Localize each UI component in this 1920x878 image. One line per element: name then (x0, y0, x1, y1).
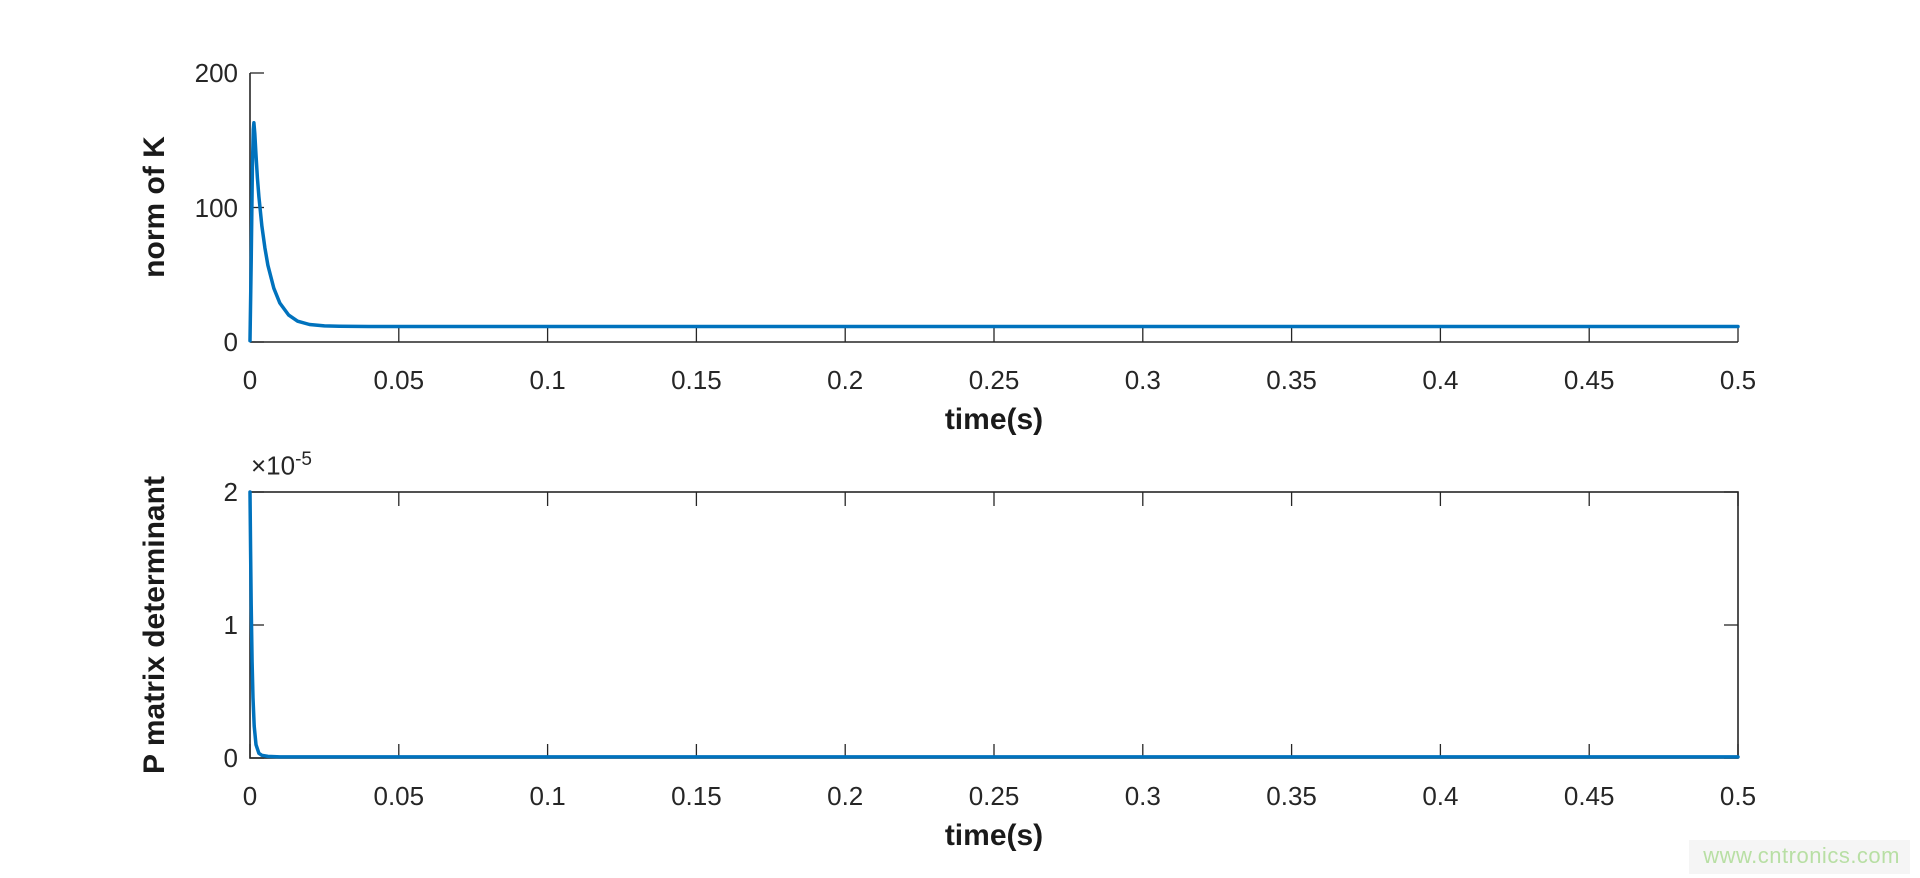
x-tick-label: 0.25 (968, 781, 1020, 811)
x-tick-label: 0.15 (671, 365, 722, 395)
x-tick-label: 0.4 (1422, 781, 1459, 811)
axes-box (249, 491, 1739, 759)
x-tick-label: 0.5 (1719, 365, 1757, 395)
series-line-norm-of-k (248, 121, 1740, 343)
x-tick-label: 0.2 (827, 781, 864, 811)
x-tick-label: 0.3 (1124, 781, 1161, 811)
x-tick-label: 0.3 (1124, 365, 1161, 395)
series-line-p-matrix-determinant (248, 490, 1740, 759)
x-tick-label: 0.5 (1719, 781, 1757, 811)
x-tick-label: 0.4 (1422, 365, 1459, 395)
x-tick-label: 0 (242, 365, 258, 395)
x-tick-label: 0.05 (373, 365, 425, 395)
y-tick-label: 100 (194, 192, 238, 223)
y-tick-label: 2 (223, 477, 238, 507)
x-tick-label: 0.2 (827, 365, 864, 395)
y-axis-exponent-label: ×10-5 (251, 449, 312, 482)
x-tick-label: 0.05 (373, 781, 425, 811)
x-tick-label: 0.1 (529, 781, 566, 811)
x-tick-label: 0.1 (529, 365, 566, 395)
y-tick-label: 200 (194, 58, 238, 88)
x-tick-label: 0.35 (1266, 781, 1317, 811)
x-tick-label: 0.25 (968, 365, 1020, 395)
y-tick-label: 1 (223, 610, 238, 640)
exponent-base: ×10 (251, 450, 296, 481)
top-x-axis-label: time(s) (944, 403, 1044, 436)
x-tick-label: 0.15 (671, 781, 722, 811)
bottom-x-axis-label: time(s) (944, 819, 1044, 852)
x-tick-label: 0.35 (1266, 365, 1317, 395)
exponent-power: -5 (295, 449, 313, 470)
x-tick-label: 0.45 (1563, 365, 1615, 395)
x-tick-label: 0 (242, 781, 258, 811)
y-tick-label: 0 (223, 327, 238, 357)
watermark: www.cntronics.com (1689, 840, 1910, 874)
x-tick-label: 0.45 (1563, 781, 1615, 811)
y-tick-label: 0 (223, 743, 238, 773)
